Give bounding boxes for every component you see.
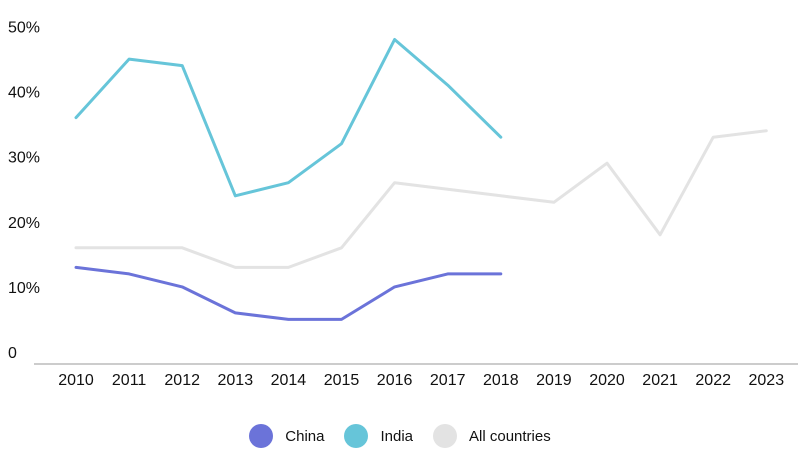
x-tick-label: 2011: [112, 372, 147, 389]
legend-swatch-india: [344, 424, 369, 448]
x-tick-label: 2012: [164, 372, 200, 389]
legend-swatch-all-countries: [433, 424, 458, 448]
y-tick-label: 20%: [8, 215, 40, 232]
x-tick-label: 2023: [749, 372, 785, 389]
y-tick-label: 40%: [8, 85, 40, 102]
y-tick-label: 30%: [8, 150, 40, 167]
legend-item-india: India: [344, 424, 413, 448]
legend-swatch-china: [249, 424, 274, 448]
x-tick-label: 2020: [589, 372, 625, 389]
series-lines: [74, 38, 768, 321]
x-tick-label: 2021: [642, 372, 678, 389]
y-tick-label: 10%: [8, 280, 40, 297]
legend-label-china: China: [285, 427, 325, 445]
x-tick-label: 2018: [483, 372, 519, 389]
legend-label-india: India: [380, 427, 414, 445]
x-tick-label: 2013: [218, 372, 254, 389]
legend-label-all-countries: All countries: [469, 427, 551, 445]
x-axis-ticks: 2010 2011 2012 2013 2014 2015 2016 2017 2018 2019…: [58, 372, 784, 389]
x-tick-label: 2017: [430, 372, 466, 389]
legend-item-china: China: [249, 424, 324, 448]
x-tick-label: 2022: [695, 372, 731, 389]
series-line-all-countries: [74, 129, 768, 269]
x-tick-label: 2016: [377, 372, 413, 389]
x-tick-label: 2014: [271, 372, 307, 389]
series-line-india: [74, 38, 503, 198]
x-tick-label: 2010: [58, 372, 94, 389]
legend: China India All countries: [0, 420, 800, 452]
series-line-china: [74, 265, 503, 321]
x-tick-label: 2019: [536, 372, 572, 389]
y-tick-label: 50%: [8, 20, 40, 37]
y-tick-label: 0: [8, 345, 17, 362]
y-axis-ticks: 0 10% 20% 30% 40% 50%: [8, 20, 40, 363]
legend-item-all-countries: All countries: [433, 424, 551, 448]
x-tick-label: 2015: [324, 372, 360, 389]
